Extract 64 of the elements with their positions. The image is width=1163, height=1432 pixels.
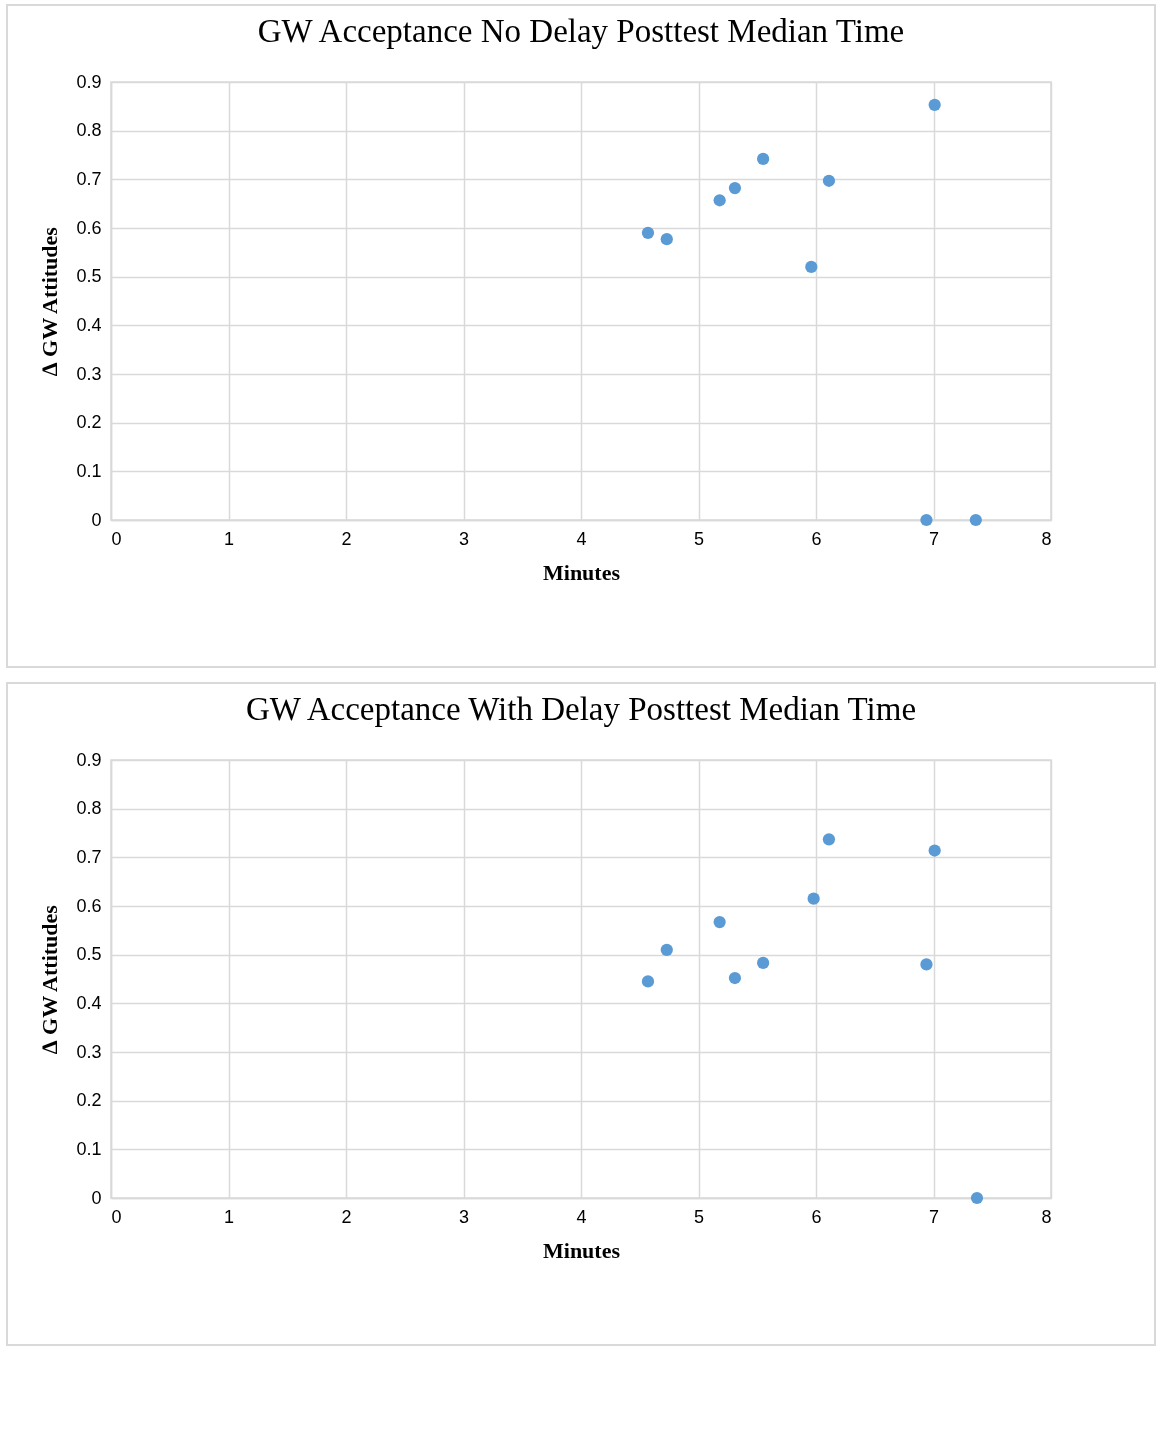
point <box>757 152 770 166</box>
y-tick-label: 0.4 <box>76 314 102 335</box>
y-tick-label: 0 <box>91 1187 102 1208</box>
x-tick-label: 5 <box>693 1206 705 1227</box>
y-tick-label: 0.5 <box>76 944 102 965</box>
x-tick-label: 8 <box>1041 528 1052 549</box>
y-tick-label: 0.7 <box>76 168 102 189</box>
y-tick-label: 0.3 <box>76 1041 102 1062</box>
y-tick-label: 0.2 <box>76 1090 102 1111</box>
point <box>920 513 933 527</box>
x-tick-label: 8 <box>1041 1206 1052 1227</box>
x-tick-label: 6 <box>811 528 822 549</box>
y-tick-label: 0.9 <box>76 71 102 92</box>
point <box>805 260 818 274</box>
x-tick-label: 4 <box>576 1206 587 1227</box>
point <box>969 513 982 527</box>
point <box>728 971 742 985</box>
x-tick-label: 3 <box>458 1206 470 1227</box>
x-axis-title: Minutes <box>543 559 621 585</box>
point <box>713 915 726 929</box>
y-axis-title: ∆ GW Attitudes <box>37 904 63 1054</box>
y-tick-label: 0.4 <box>76 992 102 1013</box>
point <box>928 98 941 111</box>
y-axis-title: ∆ GW Attitudes <box>37 226 63 376</box>
y-tick-label: 0 <box>91 509 102 530</box>
point <box>928 844 941 857</box>
y-tick-label: 0.5 <box>76 266 102 287</box>
x-tick-label: 7 <box>928 1206 940 1227</box>
x-tick-label: 5 <box>693 528 705 549</box>
y-tick-label: 0.1 <box>76 460 102 481</box>
x-axis-title: Minutes <box>543 1237 621 1263</box>
y-tick-label: 0.1 <box>76 1138 102 1159</box>
point <box>713 194 726 207</box>
point <box>920 958 933 971</box>
x-tick-label: 4 <box>576 528 587 549</box>
y-tick-label: 0.6 <box>76 217 102 238</box>
x-tick-label: 0 <box>111 528 122 549</box>
x-tick-label: 0 <box>111 1206 122 1227</box>
y-tick-label: 0.9 <box>76 749 102 770</box>
chart-title: GW Acceptance No Delay Posttest Median Time <box>257 13 905 49</box>
point <box>757 956 770 970</box>
y-tick-label: 0.8 <box>76 120 102 141</box>
y-tick-label: 0.6 <box>76 895 102 916</box>
point <box>822 174 836 187</box>
x-tick-label: 1 <box>223 1206 235 1227</box>
x-tick-label: 2 <box>341 1206 352 1227</box>
x-tick-label: 7 <box>928 528 940 549</box>
point <box>660 943 673 956</box>
point <box>822 833 836 846</box>
y-tick-label: 0.8 <box>76 798 102 819</box>
chart-title: GW Acceptance With Delay Posttest Median Time <box>245 691 917 727</box>
point <box>660 233 673 246</box>
y-tick-label: 0.7 <box>76 846 102 867</box>
point <box>970 1191 984 1205</box>
point <box>728 181 742 195</box>
y-tick-label: 0.3 <box>76 363 102 384</box>
point <box>641 226 655 239</box>
y-tick-label: 0.2 <box>76 412 102 433</box>
x-tick-label: 3 <box>458 528 470 549</box>
point <box>641 975 655 988</box>
x-tick-label: 1 <box>223 528 235 549</box>
x-tick-label: 6 <box>811 1206 822 1227</box>
point <box>807 892 820 905</box>
x-tick-label: 2 <box>341 528 352 549</box>
